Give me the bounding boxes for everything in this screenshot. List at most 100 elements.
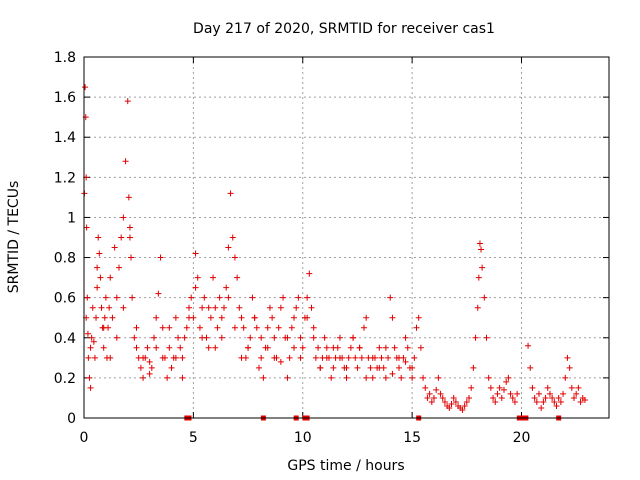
data-point [140,374,147,381]
y-tick-label: 1.4 [54,130,76,146]
data-point [323,354,330,361]
data-point [94,264,101,271]
data-point [84,294,91,301]
data-point [205,304,212,311]
x-axis-title: GPS time / hours [287,458,404,474]
data-point [159,324,166,331]
data-point [531,394,538,401]
x-tick-labels: 0 5 10 15 20 [80,430,531,446]
data-point [402,334,409,341]
data-point [396,354,402,361]
data-point [253,324,260,331]
data-point [236,304,243,311]
data-point [131,334,138,341]
x-tick-label: 15 [403,430,421,446]
data-point [549,394,556,401]
data-point [474,304,481,311]
data-point [240,324,247,331]
data-point [435,374,442,381]
data-point [87,344,94,351]
data-point [463,398,470,405]
data-point [422,384,429,391]
y-tick-label: 0 [67,411,76,427]
plot-frame [83,56,610,419]
data-point [137,364,144,371]
data-point [310,334,317,341]
data-point [470,364,477,371]
data-point [288,324,295,331]
data-point [439,394,446,401]
data-point [566,364,573,371]
x-tick-label: 0 [80,430,89,446]
data-point [216,294,223,301]
data-point [363,374,370,381]
data-point [420,374,427,381]
data-point [310,324,317,331]
data-point [186,314,192,321]
data-point [85,354,92,361]
data-point [113,334,120,341]
data-point [538,404,545,411]
data-point [402,358,409,365]
data-point [507,390,514,397]
data-point [483,334,490,341]
y-axis-title: SRMTID / TECUs [6,181,22,294]
data-point [271,354,278,361]
data-point [361,324,367,331]
data-point [450,394,457,401]
data-point [179,374,186,381]
data-point [269,314,276,321]
data-point [411,354,418,361]
data-point [186,304,192,311]
data-point [133,344,140,351]
data-point [345,354,352,361]
data-point [562,374,569,381]
data-point [109,314,116,321]
data-point [192,284,199,291]
data-point [247,334,254,341]
data-point [352,354,359,361]
data-point [146,358,153,365]
data-point [321,334,328,341]
data-point [199,334,206,341]
data-point [181,334,188,341]
data-point [82,84,89,91]
data-point [358,354,365,361]
data-point [116,264,122,271]
data-point [330,364,337,371]
data-point [159,354,166,361]
data-point [527,364,534,371]
data-point [102,294,109,301]
data-point [498,394,505,401]
data-point [378,354,385,361]
y-tick-label: 0.2 [54,371,76,387]
data-point [218,314,225,321]
data-point [389,314,396,321]
data-point [214,324,221,331]
data-point [382,374,389,381]
x-tick-label: 5 [189,430,198,446]
data-point [503,378,510,385]
data-point [88,334,95,341]
data-point [466,394,472,401]
x-tick-label: 20 [513,430,531,446]
data-point [369,354,376,361]
data-point [166,344,173,351]
data-point [501,386,507,393]
data-point [479,264,486,271]
data-point [529,384,536,391]
data-point [481,294,488,301]
data-point [275,324,282,331]
data-point [251,314,258,321]
data-point [312,354,319,361]
data-point [256,364,262,371]
y-tick-label: 1.2 [54,170,76,186]
data-point [258,334,265,341]
data-point [557,398,564,405]
data-point [490,394,497,401]
data-point [146,370,153,377]
data-point [573,390,580,397]
data-point [297,354,304,361]
data-point [304,294,311,301]
